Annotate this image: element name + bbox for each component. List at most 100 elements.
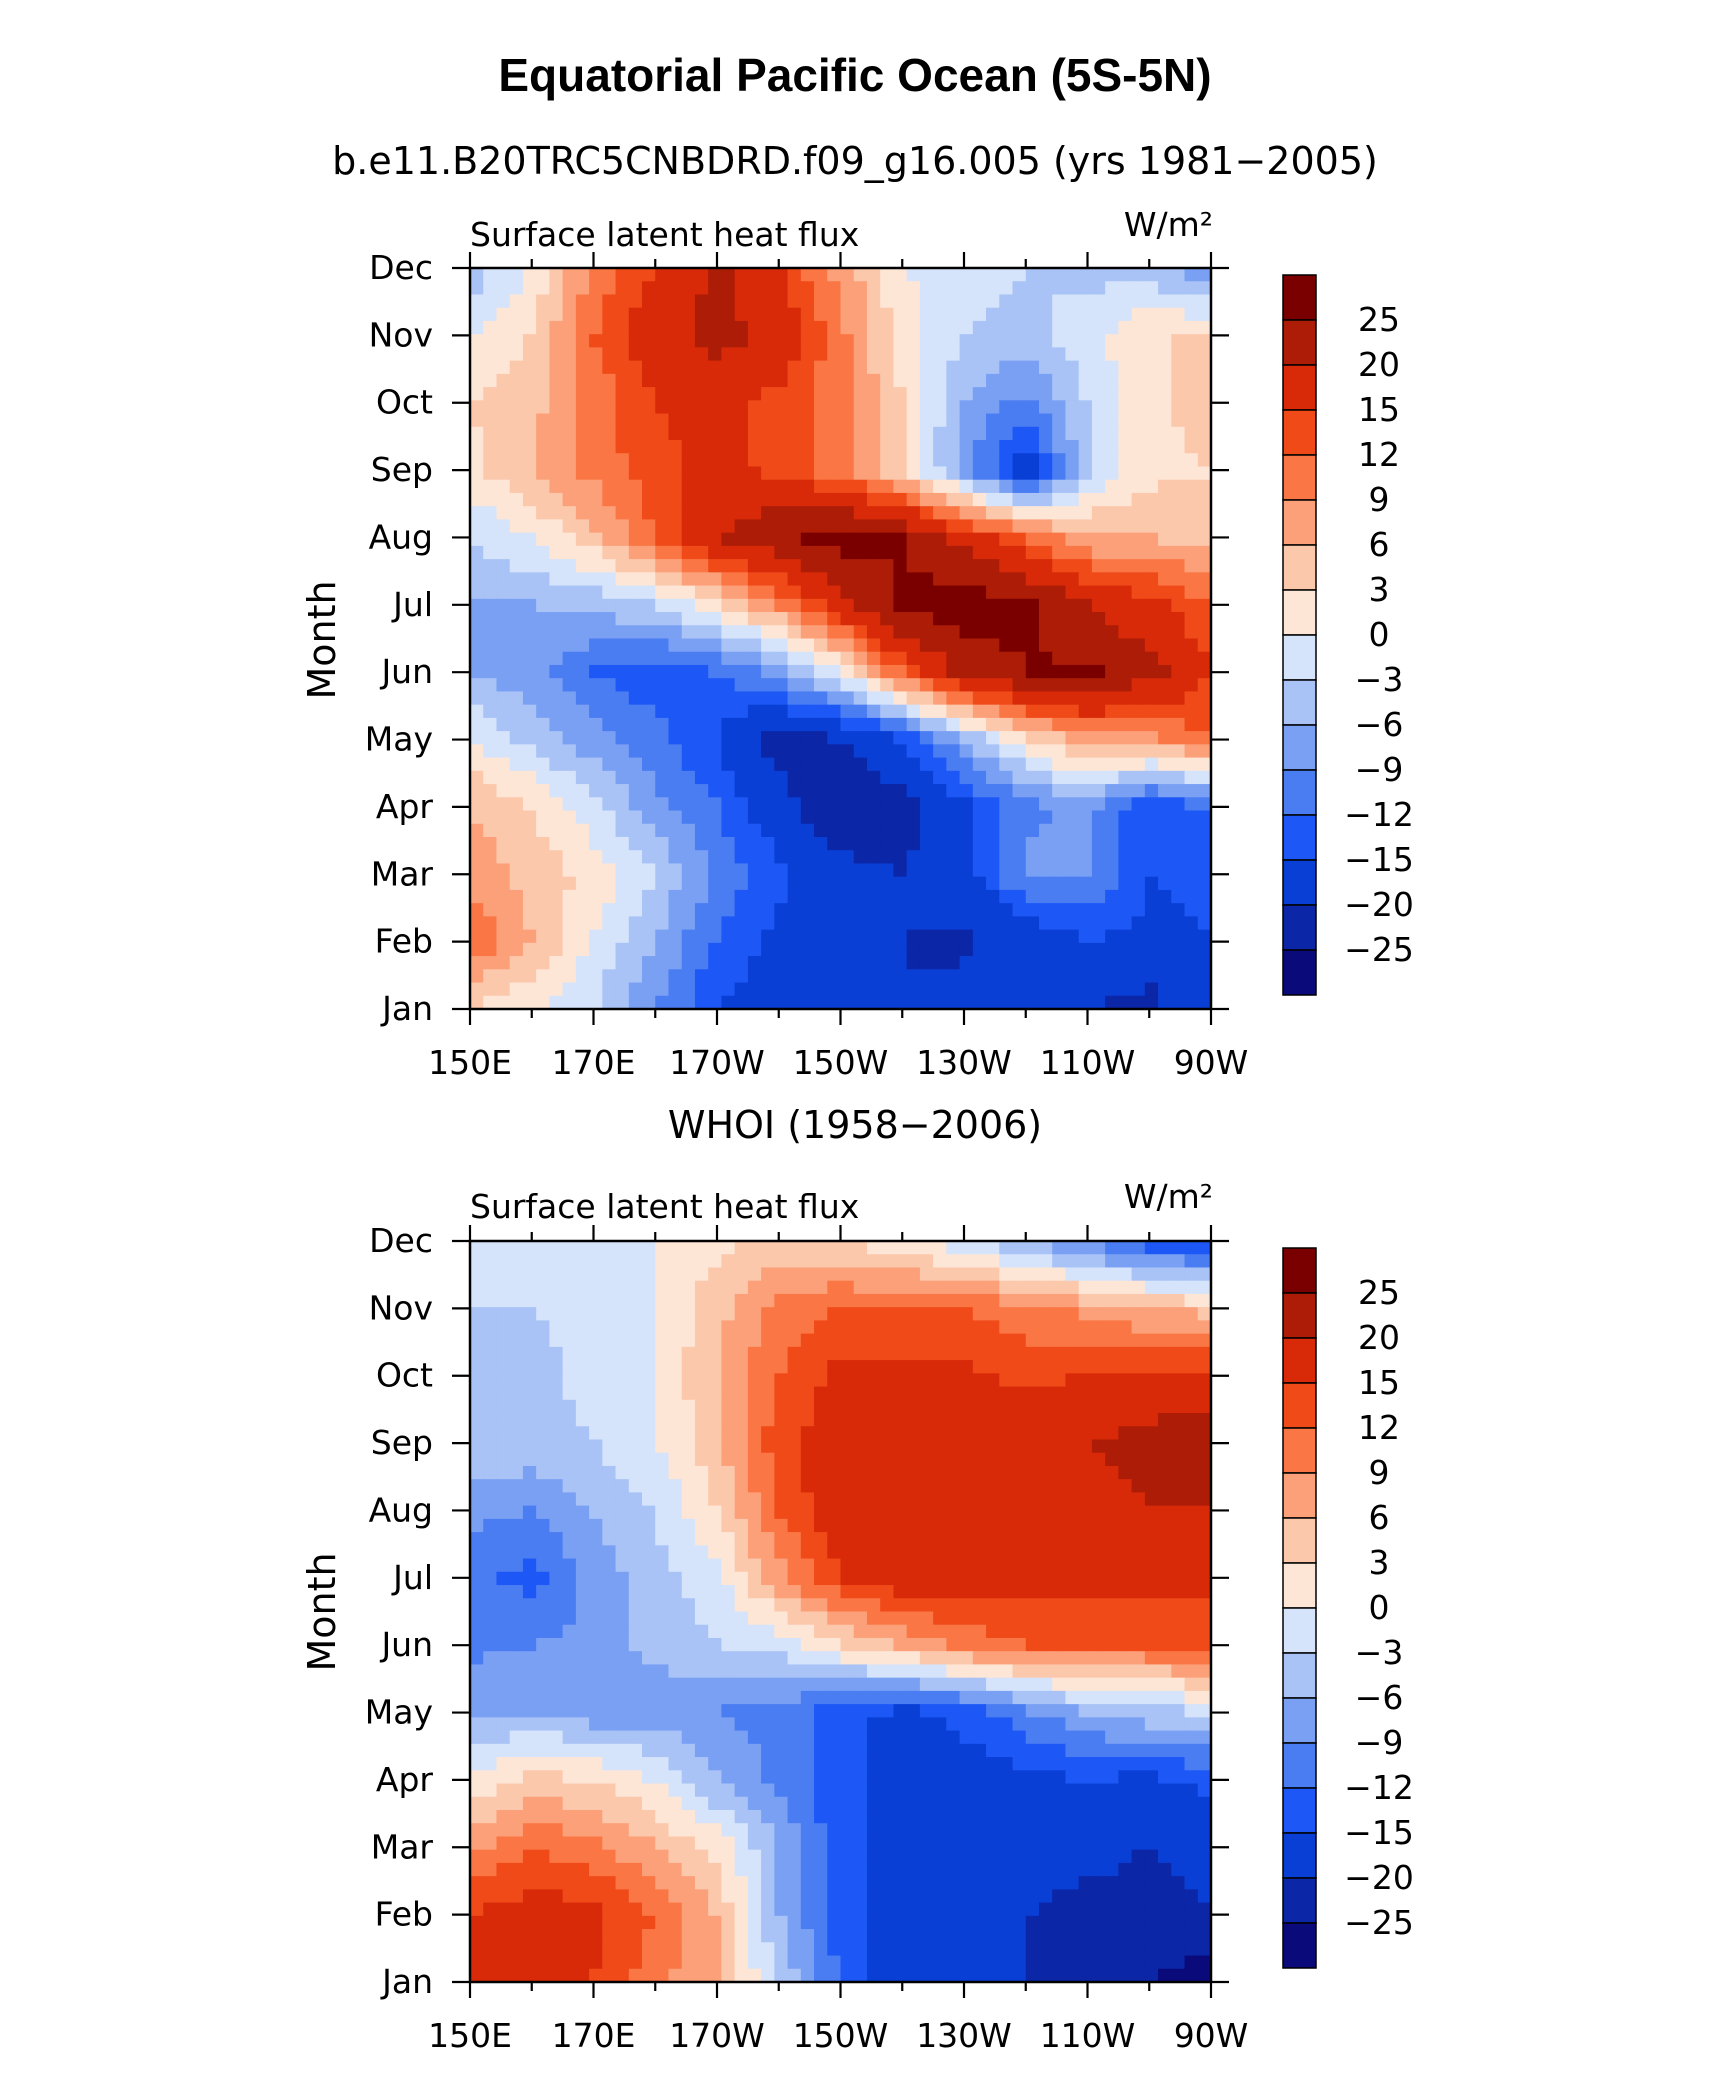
contour-cell bbox=[483, 400, 498, 415]
contour-cell bbox=[668, 942, 683, 957]
contour-cell bbox=[747, 360, 762, 375]
contour-cell bbox=[1105, 572, 1119, 587]
contour-cell bbox=[774, 506, 789, 521]
contour-cell bbox=[919, 294, 934, 309]
contour-cell bbox=[694, 320, 709, 335]
contour-cell bbox=[999, 1558, 1014, 1573]
contour-cell bbox=[747, 784, 762, 798]
contour-cell bbox=[536, 400, 550, 415]
contour-cell bbox=[536, 757, 550, 772]
contour-cell bbox=[1118, 360, 1133, 375]
contour-cell bbox=[761, 1320, 775, 1335]
contour-cell bbox=[972, 638, 987, 653]
contour-cell bbox=[933, 320, 947, 335]
contour-cell bbox=[1131, 889, 1146, 904]
contour-cell bbox=[906, 810, 921, 825]
contour-cell bbox=[919, 334, 934, 348]
contour-cell bbox=[959, 519, 974, 534]
contour-cell bbox=[668, 744, 683, 759]
contour-cell bbox=[575, 1439, 590, 1454]
contour-cell bbox=[1144, 1241, 1159, 1255]
contour-cell bbox=[999, 519, 1014, 534]
contour-cell bbox=[1065, 916, 1080, 931]
contour-cell bbox=[880, 1320, 895, 1335]
contour-cell bbox=[906, 1373, 921, 1388]
contour-cell bbox=[814, 559, 828, 573]
contour-cell bbox=[1012, 770, 1027, 785]
contour-cell bbox=[1038, 770, 1053, 785]
contour-cell bbox=[562, 1452, 577, 1467]
contour-cell bbox=[549, 440, 564, 454]
contour-cell bbox=[1118, 1571, 1133, 1586]
contour-cell bbox=[1158, 717, 1172, 732]
contour-cell bbox=[642, 1611, 656, 1626]
contour-cell bbox=[496, 1254, 511, 1269]
contour-cell bbox=[747, 400, 762, 415]
contour-cell bbox=[589, 903, 603, 917]
contour-cell bbox=[827, 876, 842, 891]
contour-cell bbox=[1184, 903, 1199, 917]
contour-cell bbox=[1197, 1439, 1212, 1454]
contour-cell bbox=[747, 545, 762, 560]
contour-cell bbox=[800, 810, 815, 825]
contour-cell bbox=[1038, 1426, 1053, 1441]
contour-cell bbox=[615, 347, 630, 362]
contour-cell bbox=[946, 704, 961, 719]
contour-cell bbox=[1144, 797, 1159, 812]
contour-cell bbox=[1158, 1333, 1172, 1348]
contour-cell bbox=[1065, 1611, 1080, 1626]
contour-cell bbox=[747, 982, 762, 997]
contour-cell bbox=[602, 1267, 617, 1282]
contour-cell bbox=[986, 704, 1000, 719]
contour-cell bbox=[628, 1280, 643, 1295]
contour-cell bbox=[1171, 294, 1186, 309]
contour-cell bbox=[1038, 426, 1053, 441]
contour-cell bbox=[866, 744, 881, 759]
contour-cell bbox=[959, 942, 974, 957]
contour-cell bbox=[655, 731, 670, 745]
contour-cell bbox=[615, 1267, 630, 1282]
contour-cell bbox=[1184, 1254, 1199, 1269]
contour-cell bbox=[522, 281, 537, 296]
contour-cell bbox=[562, 1651, 577, 1666]
contour-cell bbox=[1171, 1373, 1186, 1388]
contour-cell bbox=[906, 982, 921, 997]
contour-cell bbox=[814, 519, 828, 534]
contour-cell bbox=[853, 268, 868, 282]
contour-cell bbox=[1144, 1545, 1159, 1560]
contour-cell bbox=[549, 863, 564, 878]
contour-cell bbox=[734, 889, 749, 904]
contour-cell bbox=[840, 810, 855, 825]
contour-cell bbox=[1171, 532, 1186, 547]
contour-cell bbox=[1131, 400, 1146, 415]
contour-cell bbox=[1091, 612, 1106, 626]
contour-cell bbox=[628, 625, 643, 640]
contour-cell bbox=[814, 1492, 828, 1507]
contour-cell bbox=[853, 598, 868, 613]
contour-cell bbox=[959, 532, 974, 547]
contour-cell bbox=[1091, 307, 1106, 322]
contour-cell bbox=[496, 612, 511, 626]
contour-cell bbox=[1078, 889, 1093, 904]
contour-cell bbox=[708, 268, 723, 282]
contour-cell bbox=[761, 717, 775, 732]
contour-cell bbox=[734, 850, 749, 865]
contour-cell bbox=[959, 651, 974, 666]
contour-cell bbox=[814, 1611, 828, 1626]
contour-cell bbox=[1025, 651, 1040, 666]
contour-cell bbox=[866, 1280, 881, 1295]
contour-cell bbox=[668, 678, 683, 693]
contour-cell bbox=[774, 347, 789, 362]
contour-cell bbox=[470, 506, 484, 521]
contour-cell bbox=[906, 770, 921, 785]
contour-cell bbox=[774, 559, 789, 573]
contour-cell bbox=[787, 320, 802, 335]
contour-cell bbox=[509, 929, 524, 944]
contour-cell bbox=[933, 823, 947, 838]
contour-cell bbox=[880, 466, 895, 481]
contour-cell bbox=[853, 836, 868, 851]
contour-cell bbox=[668, 823, 683, 838]
contour-cell bbox=[1091, 717, 1106, 732]
contour-cell bbox=[906, 1558, 921, 1573]
contour-cell bbox=[1105, 903, 1119, 917]
